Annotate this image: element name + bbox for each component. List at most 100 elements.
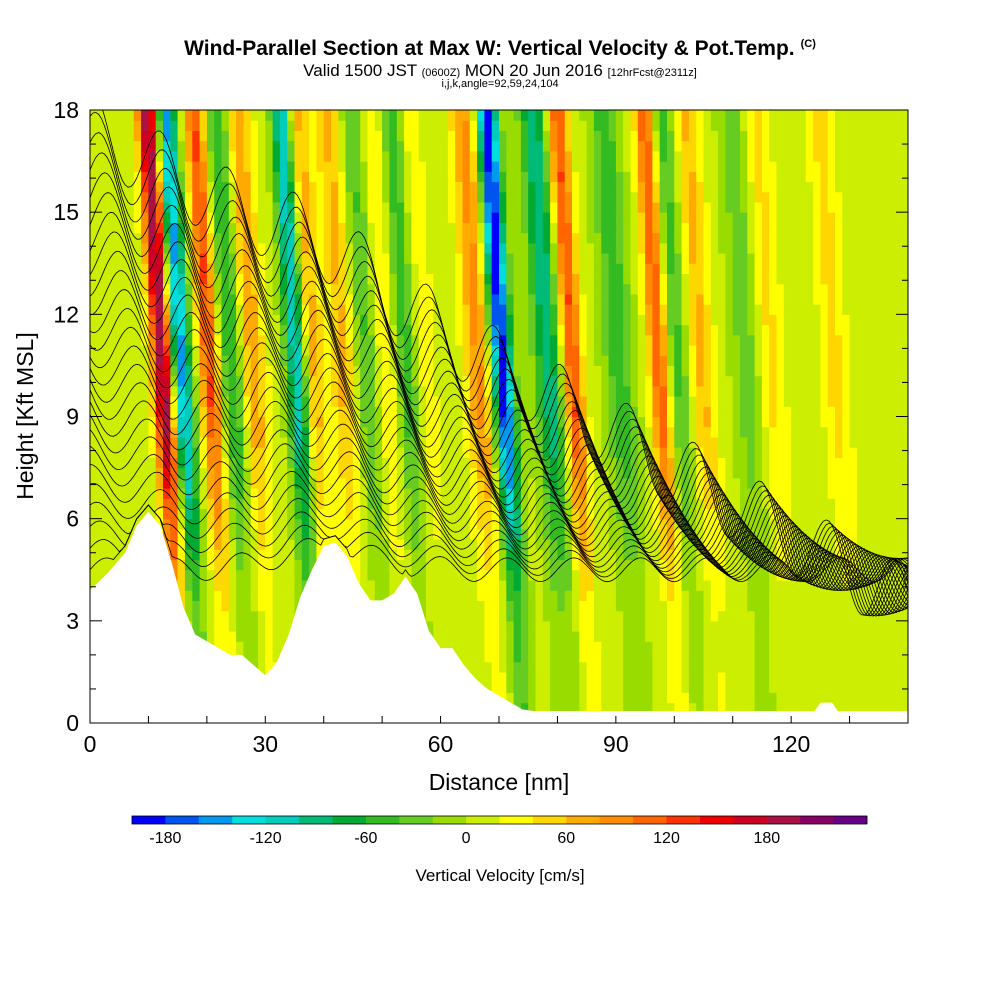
velocity-cell — [119, 161, 128, 172]
velocity-cell — [462, 120, 471, 131]
velocity-cell — [557, 201, 566, 213]
velocity-cell — [484, 436, 493, 448]
velocity-cell — [593, 150, 602, 162]
velocity-cell — [206, 375, 215, 387]
velocity-cell — [360, 580, 369, 591]
velocity-cell — [119, 549, 128, 561]
velocity-cell — [601, 232, 610, 244]
velocity-cell — [681, 559, 690, 571]
velocity-cell — [316, 477, 325, 489]
velocity-cell — [535, 641, 544, 653]
velocity-cell — [477, 477, 485, 489]
velocity-cell — [462, 375, 471, 387]
velocity-cell — [331, 140, 339, 152]
velocity-cell — [148, 293, 157, 305]
velocity-cell — [221, 498, 230, 509]
velocity-cell — [477, 253, 485, 264]
velocity-cell — [513, 610, 522, 622]
velocity-cell — [141, 416, 149, 428]
velocity-cell — [491, 682, 500, 693]
velocity-cell — [433, 355, 442, 366]
velocity-cell — [294, 263, 303, 274]
velocity-cell — [667, 345, 675, 356]
velocity-cell — [155, 222, 164, 234]
velocity-cell — [579, 283, 588, 295]
velocity-cell — [279, 314, 288, 326]
velocity-cell — [279, 457, 288, 469]
velocity-cell — [411, 457, 420, 469]
velocity-cell — [528, 130, 537, 142]
velocity-cell — [674, 150, 683, 162]
velocity-cell — [513, 222, 522, 234]
velocity-cell — [455, 498, 464, 509]
velocity-cell — [572, 150, 580, 162]
velocity-cell — [564, 385, 573, 397]
velocity-cell — [469, 201, 478, 213]
velocity-cell — [272, 406, 281, 418]
velocity-cell — [667, 140, 675, 152]
velocity-cell — [206, 539, 215, 550]
velocity-cell — [221, 253, 230, 264]
velocity-cell — [396, 457, 405, 469]
velocity-cell — [593, 396, 602, 407]
velocity-cell — [579, 692, 588, 704]
velocity-cell — [440, 263, 449, 274]
velocity-cell — [97, 385, 106, 397]
velocity-cell — [455, 539, 464, 550]
velocity-cell — [637, 355, 646, 366]
velocity-cell — [287, 426, 296, 438]
velocity-cell — [199, 222, 208, 234]
velocity-cell — [404, 569, 412, 581]
velocity-cell — [433, 396, 442, 407]
velocity-cell — [623, 314, 632, 326]
velocity-cell — [601, 580, 610, 591]
velocity-cell — [674, 345, 683, 356]
velocity-cell — [389, 242, 398, 254]
velocity-cell — [228, 396, 237, 407]
velocity-cell — [163, 477, 171, 489]
velocity-cell — [506, 334, 515, 346]
velocity-cell — [301, 191, 310, 203]
velocity-cell — [104, 518, 113, 530]
velocity-cell — [206, 559, 215, 571]
velocity-cell — [469, 457, 478, 469]
velocity-cell — [535, 345, 544, 356]
velocity-cell — [630, 671, 639, 683]
velocity-cell — [659, 518, 668, 530]
velocity-cell — [214, 355, 223, 366]
velocity-cell — [593, 620, 602, 632]
velocity-cell — [294, 498, 303, 509]
velocity-cell — [426, 283, 434, 295]
velocity-cell — [637, 191, 646, 203]
velocity-cell — [228, 253, 237, 264]
velocity-cell — [477, 600, 485, 612]
velocity-cell — [177, 488, 186, 499]
velocity-cell — [170, 140, 179, 152]
velocity-cell — [184, 467, 193, 479]
velocity-cell — [243, 426, 252, 438]
velocity-cell — [250, 620, 259, 632]
velocity-cell — [279, 620, 288, 632]
velocity-cell — [433, 120, 442, 131]
velocity-cell — [645, 324, 653, 336]
velocity-cell — [615, 334, 624, 346]
velocity-cell — [206, 631, 215, 642]
velocity-cell — [272, 161, 281, 172]
velocity-cell — [287, 232, 296, 244]
velocity-cell — [221, 150, 230, 162]
velocity-cell — [287, 345, 296, 356]
velocity-cell — [601, 253, 610, 264]
velocity-cell — [104, 171, 113, 183]
velocity-cell — [279, 161, 288, 172]
velocity-cell — [477, 293, 485, 305]
velocity-cell — [601, 671, 610, 683]
velocity-cell — [228, 365, 237, 377]
velocity-cell — [535, 692, 544, 704]
velocity-cell — [440, 641, 449, 653]
velocity-cell — [243, 631, 252, 642]
velocity-cell — [250, 590, 259, 601]
velocity-cell — [352, 171, 361, 183]
velocity-cell — [564, 651, 573, 663]
velocity-cell — [228, 600, 237, 612]
velocity-cell — [250, 171, 259, 183]
